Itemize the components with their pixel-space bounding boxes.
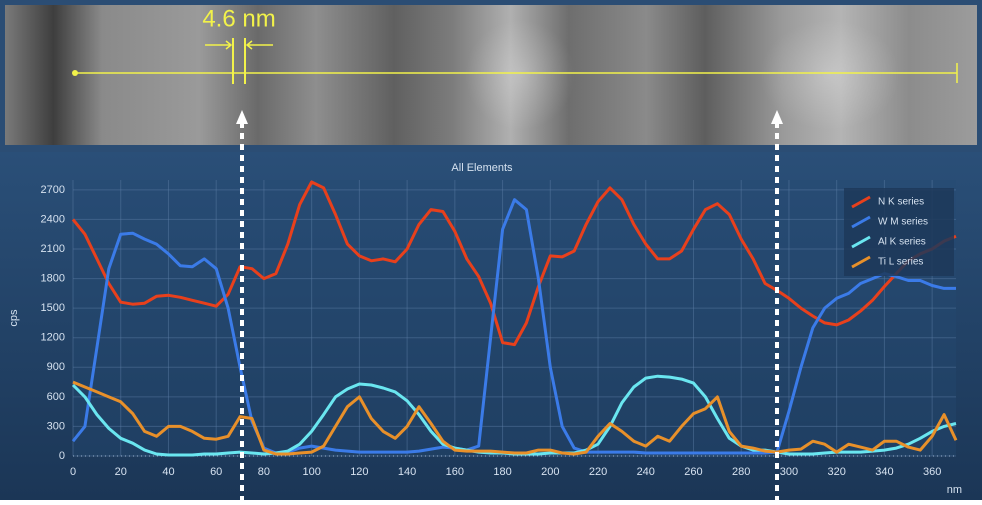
- x-tick-label: 180: [493, 466, 511, 478]
- legend-label: Al K series: [878, 237, 926, 248]
- y-tick-label: 900: [47, 361, 65, 373]
- x-tick-label: 120: [350, 466, 368, 478]
- image-feature: [760, 20, 900, 130]
- legend-label: N K series: [878, 197, 924, 208]
- image-feature: [465, 20, 575, 130]
- position-arrows: [236, 110, 783, 500]
- series-line: [71, 180, 957, 347]
- y-tick-label: 2700: [41, 184, 65, 196]
- image-annotation: 4.6 nm: [202, 5, 275, 32]
- plot: 0 300 600 900 1200 1500 1800 2100 2400 2700 0 20 40 6…: [41, 180, 958, 478]
- x-tick-label: 200: [541, 466, 559, 478]
- x-tick-label: 60: [210, 466, 222, 478]
- series-line: [72, 380, 958, 456]
- x-tick-label: 80: [258, 466, 270, 478]
- x-tick-label: 20: [115, 466, 127, 478]
- legend-swatch: [851, 255, 871, 269]
- legend-swatch: [851, 195, 871, 209]
- y-tick-label: 2100: [41, 243, 65, 255]
- x-tick-label: 100: [302, 466, 320, 478]
- x-tick-label: 360: [923, 466, 941, 478]
- arrow-head: [236, 110, 248, 124]
- scan-start: [72, 70, 78, 76]
- x-axis-label: nm: [947, 484, 962, 496]
- x-tick-label: 40: [162, 466, 174, 478]
- x-tick-label: 340: [875, 466, 893, 478]
- y-tick-label: 1800: [41, 272, 65, 284]
- y-tick-label: 300: [47, 420, 65, 432]
- x-tick-label: 160: [446, 466, 464, 478]
- y-tick-label: 2400: [41, 213, 65, 225]
- x-tick-label: 320: [827, 466, 845, 478]
- legend-label: Ti L series: [878, 257, 923, 268]
- y-tick-label: 1500: [41, 302, 65, 314]
- width-arrows: [205, 40, 273, 50]
- x-tick-label: 220: [589, 466, 607, 478]
- chart-title: All Elements: [451, 162, 513, 174]
- plot-area: [73, 180, 956, 456]
- x-tick-label: 140: [398, 466, 416, 478]
- y-axis-label: cps: [8, 309, 20, 327]
- y-tick-label: 1200: [41, 332, 65, 344]
- x-tick-label: 300: [780, 466, 798, 478]
- y-tick-label: 600: [47, 391, 65, 403]
- legend-swatch: [851, 235, 871, 249]
- legend-swatch: [851, 215, 871, 229]
- x-tick-label: 240: [637, 466, 655, 478]
- legend-label: W M series: [878, 217, 928, 228]
- x-tick-label: 260: [684, 466, 702, 478]
- series-line: [71, 198, 956, 455]
- x-tick-label: 0: [70, 466, 76, 478]
- arrow-head: [771, 110, 783, 124]
- x-tick-label: 280: [732, 466, 750, 478]
- y-tick-label: 0: [59, 450, 65, 462]
